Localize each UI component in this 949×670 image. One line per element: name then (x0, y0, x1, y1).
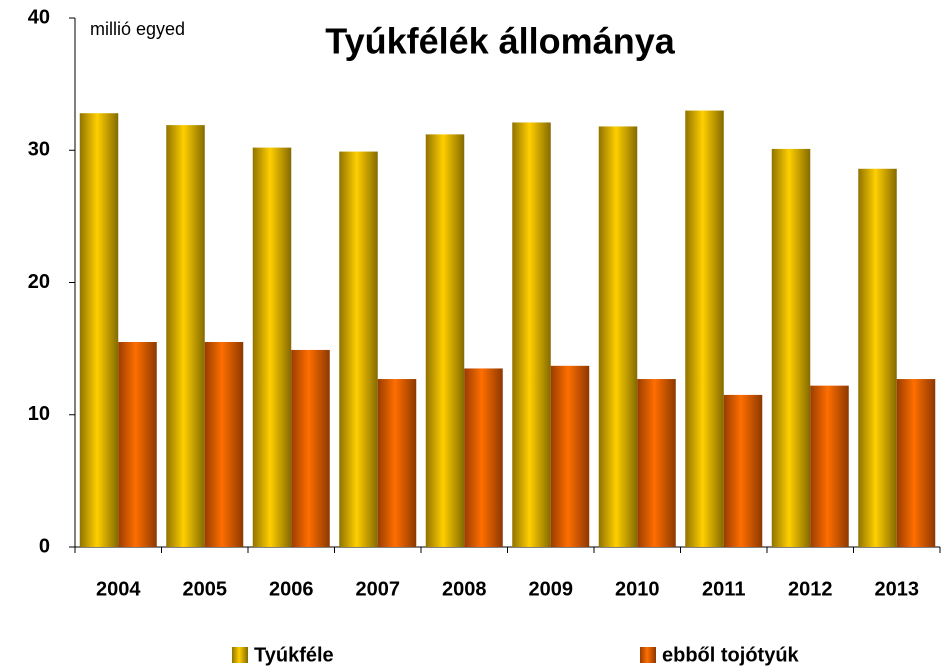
x-tick-label: 2009 (529, 578, 574, 600)
bar (771, 148, 811, 548)
bar (339, 151, 378, 547)
bar (79, 113, 119, 547)
bar (512, 122, 551, 547)
bar (723, 394, 763, 547)
x-tick-label: 2011 (702, 578, 745, 600)
chart-title: Tyúkfélék állománya (325, 21, 675, 62)
x-tick-label: 2006 (269, 578, 314, 600)
y-tick-label: 40 (28, 6, 50, 28)
bar (377, 379, 417, 547)
legend-label: Tyúkféle (254, 644, 334, 666)
unit-label: millió egyed (90, 19, 185, 39)
bar (685, 110, 724, 547)
y-tick-label: 30 (28, 139, 50, 161)
bar (858, 168, 897, 547)
x-tick-label: 2008 (442, 578, 487, 600)
y-tick-label: 20 (28, 271, 50, 293)
bar (425, 134, 465, 547)
y-tick-label: 0 (39, 535, 50, 557)
bar (252, 147, 292, 548)
bar (598, 126, 638, 547)
x-tick-label: 2004 (96, 578, 141, 600)
legend-swatch (232, 647, 248, 663)
legend-swatch (640, 647, 656, 663)
bar (550, 365, 590, 547)
bar (464, 368, 503, 547)
legend-label: ebből tojótyúk (662, 644, 800, 666)
bar (166, 125, 205, 547)
bar (896, 379, 936, 547)
y-tick-label: 10 (28, 403, 50, 425)
bar (204, 342, 244, 547)
bar (810, 385, 849, 547)
x-tick-label: 2012 (788, 578, 833, 600)
bar (291, 349, 330, 547)
x-tick-label: 2007 (356, 578, 401, 600)
bar (118, 342, 157, 547)
x-tick-label: 2010 (615, 578, 660, 600)
x-tick-label: 2005 (183, 578, 228, 600)
bar (637, 379, 676, 547)
x-tick-label: 2013 (875, 578, 920, 600)
